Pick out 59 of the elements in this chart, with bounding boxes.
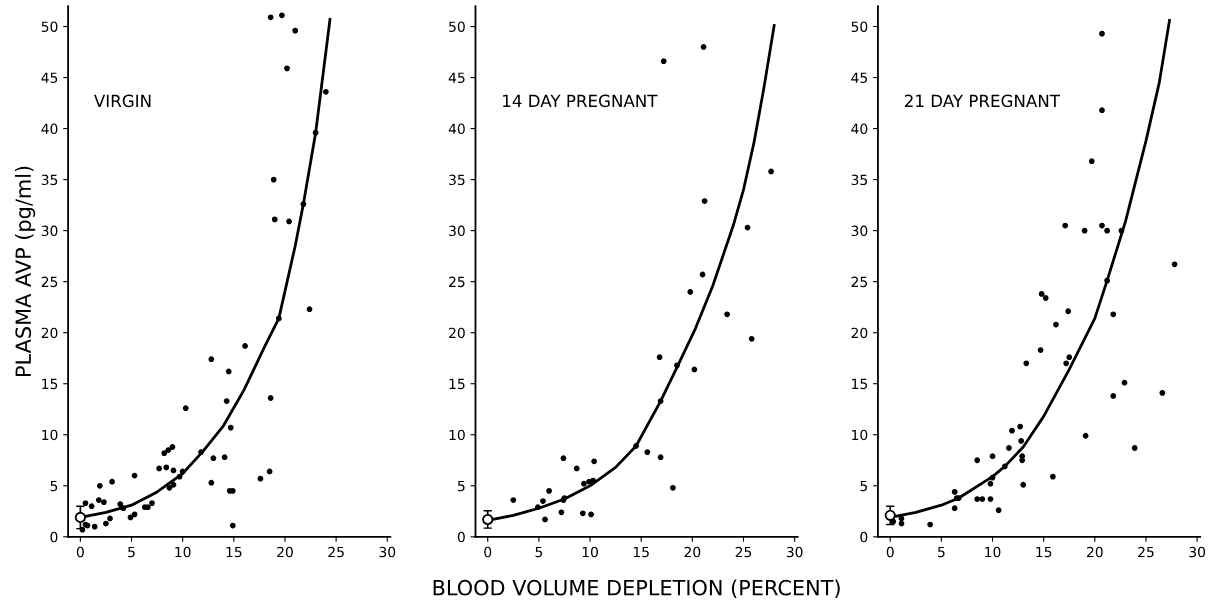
x-tick-label: 25 <box>1138 546 1154 558</box>
y-tick-label: 0 <box>50 531 58 543</box>
x-tick-label: 20 <box>277 546 293 558</box>
x-axis-title: BLOOD VOLUME DEPLETION (PERCENT) <box>433 579 840 598</box>
y-tick-label: 45 <box>41 72 58 84</box>
x-tick-label: 5 <box>938 546 945 558</box>
x-tick-label: 20 <box>684 546 701 558</box>
y-tick-label: 0 <box>457 531 465 543</box>
y-tick-label: 25 <box>41 276 58 288</box>
y-tick-label: 20 <box>851 327 868 339</box>
y-tick-label: 25 <box>449 276 465 288</box>
y-tick-label: 15 <box>852 378 868 390</box>
y-tick-label: 20 <box>41 327 58 339</box>
y-tick-label: 50 <box>41 21 58 32</box>
y-tick-label: 40 <box>41 123 58 135</box>
y-tick-label: 15 <box>449 378 465 390</box>
y-tick-label: 5 <box>860 480 868 492</box>
y-tick-label: 45 <box>448 72 465 84</box>
x-tick-label: 0 <box>76 546 84 558</box>
x-tick-label: 5 <box>128 546 135 558</box>
y-tick-label: 30 <box>449 225 465 237</box>
x-tick-label: 5 <box>535 546 543 558</box>
x-tick-label: 20 <box>1087 546 1103 558</box>
x-tick-label: 0 <box>484 546 492 558</box>
y-tick-label: 35 <box>449 174 465 186</box>
x-tick-label: 15 <box>1036 546 1052 558</box>
y-tick-label: 40 <box>448 123 465 135</box>
y-tick-label: 45 <box>851 72 868 84</box>
x-tick-label: 15 <box>633 546 649 558</box>
x-tick-label: 30 <box>379 546 396 558</box>
y-tick-label: 50 <box>449 21 465 32</box>
x-tick-label: 0 <box>886 546 894 558</box>
y-tick-label: 15 <box>42 378 58 390</box>
annotation: 14 DAY PREGNANT <box>503 94 658 108</box>
y-tick-label: 20 <box>449 327 465 339</box>
x-tick-label: 10 <box>985 546 1001 558</box>
x-tick-label: 30 <box>786 546 803 558</box>
y-tick-label: 0 <box>860 531 868 543</box>
y-tick-label: 10 <box>42 429 58 441</box>
x-tick-label: 15 <box>226 546 242 558</box>
x-tick-label: 10 <box>175 546 191 558</box>
annotation: 21 DAY PREGNANT <box>904 94 1061 108</box>
y-axis-title: PLASMA AVP (pg/ml) <box>14 166 36 376</box>
x-tick-label: 30 <box>1189 546 1206 558</box>
y-tick-label: 5 <box>50 480 58 492</box>
y-tick-label: 30 <box>851 225 868 237</box>
x-tick-label: 25 <box>328 546 344 558</box>
y-tick-label: 50 <box>851 21 868 32</box>
x-tick-label: 10 <box>582 546 598 558</box>
y-tick-label: 5 <box>457 480 465 492</box>
x-tick-label: 25 <box>735 546 752 558</box>
y-tick-label: 25 <box>851 276 868 288</box>
y-tick-label: 10 <box>449 429 465 441</box>
y-tick-label: 40 <box>851 123 868 135</box>
y-tick-label: 35 <box>851 174 868 186</box>
y-tick-label: 30 <box>41 225 58 237</box>
annotation: VIRGIN <box>94 94 151 108</box>
y-tick-label: 35 <box>41 174 58 186</box>
y-tick-label: 10 <box>852 429 868 441</box>
